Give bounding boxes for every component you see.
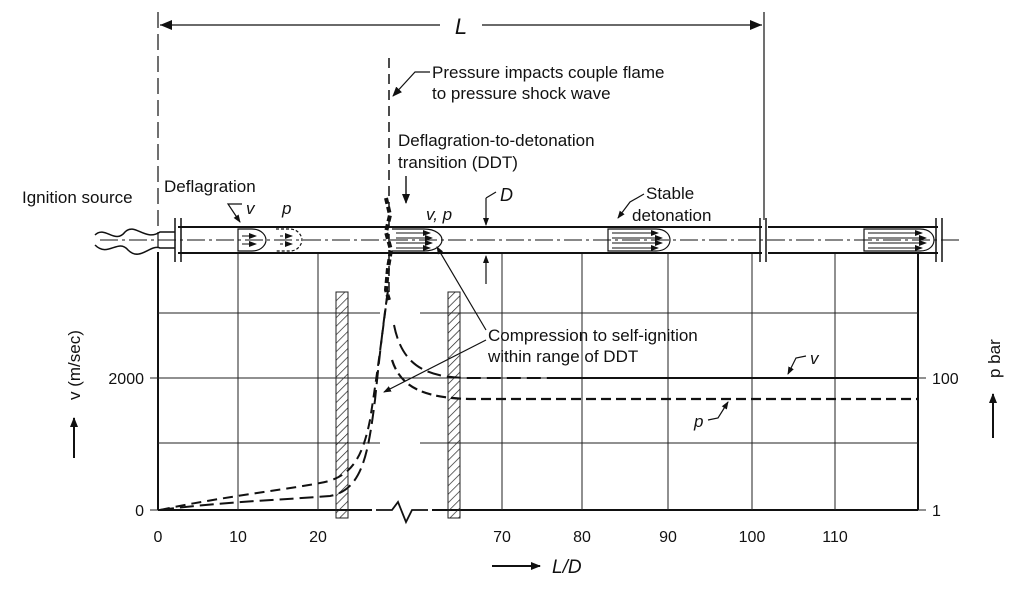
x-tick: 70 bbox=[493, 529, 511, 546]
x-tick: 10 bbox=[229, 529, 247, 546]
x-tick: 20 bbox=[309, 529, 327, 546]
label-pressure-impacts-2: to pressure shock wave bbox=[432, 84, 611, 103]
label-ddt-1: Deflagration-to-detonation bbox=[398, 131, 595, 150]
diameter-dimension: D bbox=[483, 185, 513, 284]
label-vp: v, p bbox=[426, 205, 452, 224]
x-tick: 100 bbox=[739, 529, 766, 546]
p-curve-rise bbox=[159, 289, 389, 511]
y-left-tick: 0 bbox=[135, 503, 144, 520]
label-v-curve: v bbox=[810, 349, 820, 368]
v-curve-rise bbox=[159, 289, 389, 511]
ddt-flame-front bbox=[383, 197, 394, 301]
label-compression-1: Compression to self-ignition bbox=[488, 326, 698, 345]
p-curve-fall bbox=[390, 359, 918, 401]
x-tick: 0 bbox=[154, 529, 163, 546]
y-left-axis-title: v (m/sec) bbox=[65, 330, 84, 400]
label-L: L bbox=[455, 14, 467, 39]
y-right-tick: 100 bbox=[932, 371, 959, 388]
x-tick: 110 bbox=[822, 529, 848, 546]
label-deflagration-v: v bbox=[246, 199, 256, 218]
y-right-axis-title: p bar bbox=[985, 339, 1004, 378]
hatch-band-left bbox=[335, 291, 349, 519]
label-stable-1: Stable bbox=[646, 184, 694, 203]
label-ignition-source: Ignition source bbox=[22, 188, 133, 207]
x-tick: 90 bbox=[659, 529, 677, 546]
deflagration-arrow bbox=[226, 203, 242, 223]
length-dimension: L bbox=[157, 12, 765, 252]
v-curve-fall bbox=[393, 324, 918, 379]
compression-arrow-up bbox=[436, 246, 487, 331]
y-left-tick: 2000 bbox=[108, 371, 144, 388]
deflagration-v-front bbox=[237, 228, 267, 252]
compression-arrow-down bbox=[383, 339, 487, 393]
label-deflagration: Deflagration bbox=[164, 177, 256, 196]
axis-break-icon bbox=[376, 500, 428, 525]
label-D: D bbox=[500, 185, 513, 205]
deflagration-p-front bbox=[276, 228, 303, 252]
x-tick-labels: 0 10 20 70 80 90 100 110 bbox=[154, 529, 848, 546]
y-right-tick: 1 bbox=[932, 503, 941, 520]
label-compression-2: within range of DDT bbox=[487, 347, 638, 366]
x-tick: 80 bbox=[573, 529, 591, 546]
plot-area bbox=[150, 252, 926, 525]
pressure-impacts-arrow bbox=[392, 71, 430, 97]
pipe bbox=[94, 218, 960, 262]
curves bbox=[159, 289, 918, 511]
label-pressure-impacts-1: Pressure impacts couple flame bbox=[432, 63, 664, 82]
x-axis-title: L/D bbox=[552, 557, 582, 578]
hatch-band-right bbox=[447, 291, 461, 519]
p-curve-arrow bbox=[707, 401, 729, 421]
label-deflagration-p: p bbox=[281, 199, 291, 218]
ignition-flame-icon bbox=[94, 228, 175, 255]
label-stable-2: detonation bbox=[632, 206, 711, 225]
v-curve-arrow bbox=[787, 355, 807, 375]
label-ddt-2: transition (DDT) bbox=[398, 153, 518, 172]
stable-arrow bbox=[617, 193, 645, 219]
label-p-curve: p bbox=[693, 412, 703, 431]
